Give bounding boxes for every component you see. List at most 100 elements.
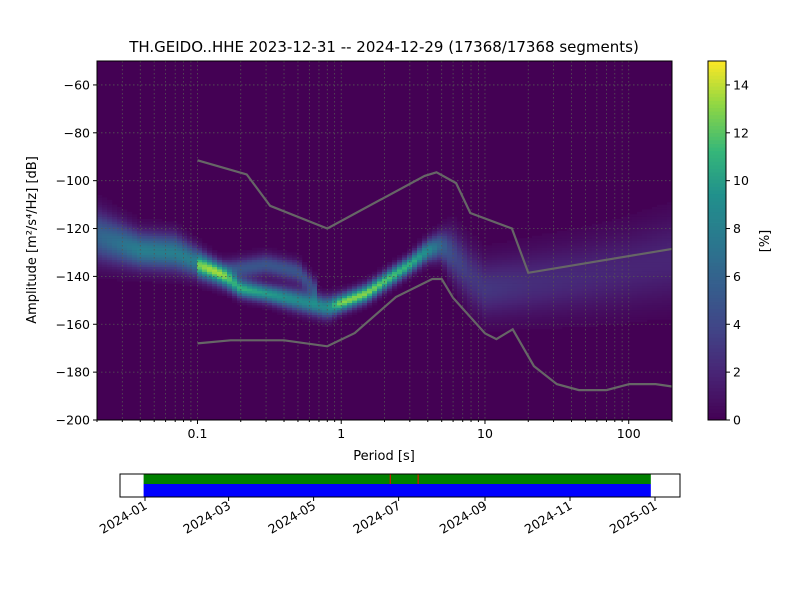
heatmap-cell (582, 247, 588, 251)
heatmap-cell (257, 283, 263, 287)
colorbar-segment (708, 193, 726, 198)
heatmap-cell (562, 312, 568, 315)
heatmap-cell (102, 230, 108, 234)
heatmap-cell (567, 238, 573, 241)
heatmap-cell (267, 247, 273, 251)
heatmap-cell (497, 264, 503, 268)
colorbar-segment (708, 139, 726, 144)
heatmap-cell (542, 233, 548, 236)
heatmap-cell (327, 317, 333, 320)
heatmap-cell (267, 276, 273, 280)
heatmap-cell (667, 276, 673, 280)
heatmap-cell (272, 288, 278, 292)
heatmap-cell (562, 300, 568, 303)
heatmap-cell (167, 264, 173, 268)
heatmap-cell (572, 242, 578, 246)
heatmap-cell (152, 247, 158, 251)
heatmap-cell (592, 293, 598, 296)
heatmap-cell (462, 295, 468, 299)
colorbar-segment (708, 118, 726, 123)
heatmap-cell (562, 297, 568, 301)
heatmap-cell (367, 295, 373, 299)
heatmap-cell (582, 226, 588, 229)
heatmap-cell (592, 286, 598, 289)
heatmap-cell (642, 269, 648, 272)
heatmap-cell (187, 274, 193, 277)
heatmap-cell (462, 297, 468, 301)
heatmap-cell (277, 254, 283, 258)
heatmap-cell (167, 262, 173, 265)
heatmap-cell (552, 300, 558, 303)
heatmap-cell (207, 259, 213, 263)
heatmap-cell (162, 226, 168, 229)
heatmap-cell (602, 271, 608, 275)
heatmap-cell (112, 235, 118, 239)
heatmap-cell (452, 240, 458, 244)
heatmap-cell (237, 302, 243, 306)
heatmap-cell (617, 305, 623, 308)
heatmap-cell (442, 266, 448, 270)
heatmap-cell (567, 319, 573, 323)
heatmap-cell (637, 250, 643, 253)
heatmap-cell (567, 317, 573, 320)
heatmap-cell (647, 214, 653, 217)
heatmap-cell (197, 240, 203, 244)
heatmap-cell (252, 266, 258, 270)
heatmap-cell (172, 235, 178, 239)
heatmap-cell (417, 262, 423, 265)
heatmap-cell (192, 262, 198, 265)
heatmap-cell (567, 257, 573, 260)
heatmap-cell (442, 259, 448, 263)
colorbar-segment (708, 333, 726, 338)
heatmap-cell (187, 254, 193, 258)
heatmap-cell (342, 309, 348, 313)
heatmap-cell (107, 252, 113, 256)
heatmap-cell (647, 288, 653, 292)
heatmap-cell (627, 257, 633, 260)
heatmap-cell (187, 250, 193, 253)
heatmap-cell (602, 286, 608, 289)
heatmap-cell (607, 226, 613, 229)
heatmap-cell (647, 278, 653, 282)
heatmap-cell (97, 207, 103, 210)
heatmap-cell (657, 259, 663, 263)
heatmap-cell (602, 274, 608, 277)
heatmap-cell (647, 252, 653, 256)
heatmap-cell (307, 307, 313, 311)
heatmap-cell (617, 300, 623, 303)
heatmap-cell (617, 278, 623, 282)
heatmap-cell (667, 207, 673, 210)
heatmap-cell (482, 309, 488, 313)
heatmap-cell (342, 300, 348, 303)
heatmap-cell (117, 274, 123, 277)
heatmap-cell (157, 259, 163, 263)
colorbar-segment (708, 279, 726, 284)
heatmap-cell (137, 226, 143, 229)
colorbar-segment (708, 344, 726, 349)
heatmap-cell (567, 278, 573, 282)
heatmap-cell (307, 297, 313, 301)
heatmap-cell (552, 286, 558, 289)
heatmap-cell (187, 266, 193, 270)
heatmap-cell (97, 276, 103, 280)
heatmap-cell (512, 300, 518, 303)
heatmap-cell (102, 235, 108, 239)
heatmap-cell (632, 295, 638, 299)
heatmap-cell (507, 254, 513, 258)
heatmap-cell (607, 321, 613, 325)
heatmap-cell (602, 252, 608, 256)
heatmap-cell (437, 233, 443, 236)
heatmap-cell (417, 266, 423, 270)
heatmap-cell (112, 271, 118, 275)
heatmap-cell (397, 266, 403, 270)
heatmap-cell (302, 266, 308, 270)
heatmap-cell (127, 274, 133, 277)
heatmap-cell (617, 259, 623, 263)
heatmap-cell (457, 240, 463, 244)
heatmap-cell (547, 295, 553, 299)
heatmap-cell (557, 286, 563, 289)
heatmap-cell (587, 290, 593, 294)
heatmap-cell (552, 312, 558, 315)
heatmap-cell (507, 321, 513, 325)
heatmap-cell (132, 221, 138, 225)
